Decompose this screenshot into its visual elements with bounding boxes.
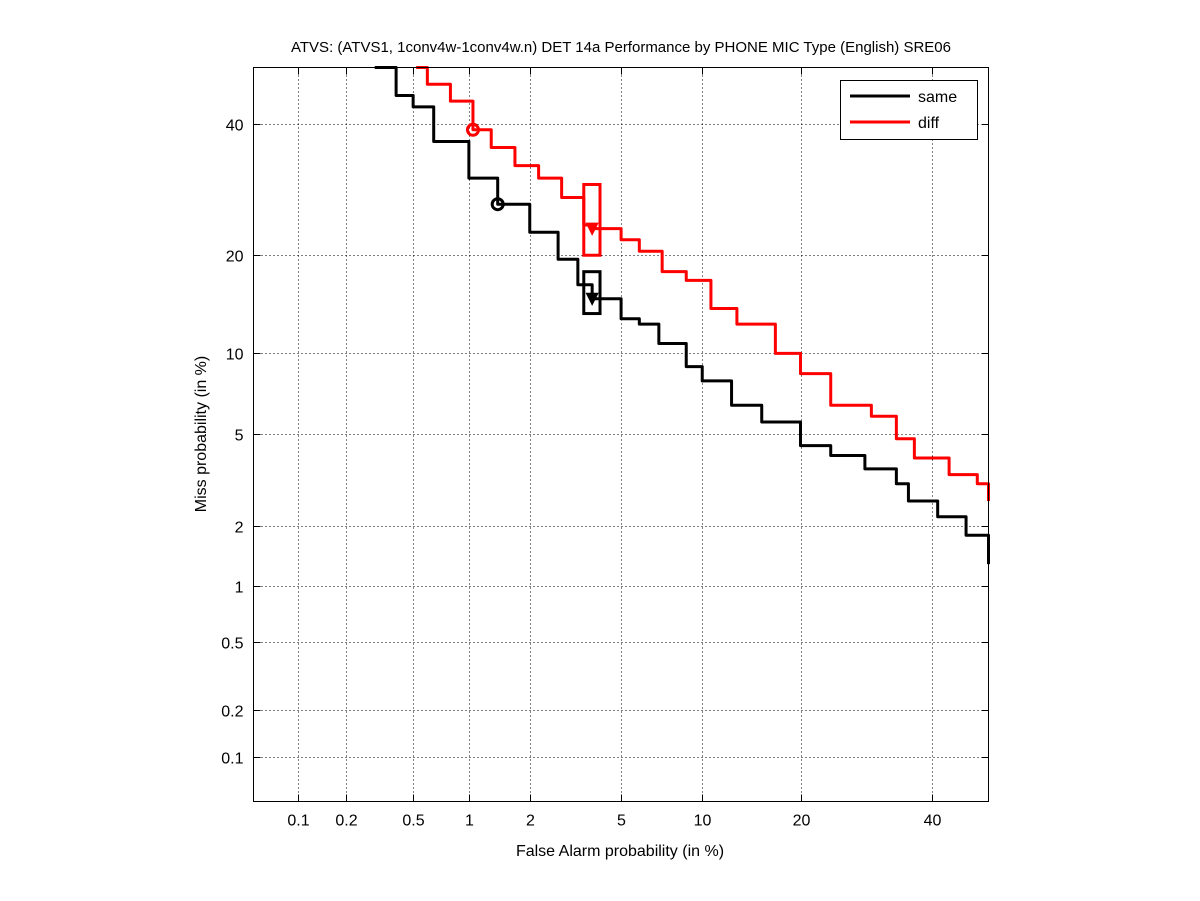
x-tick-label: 40 [924,813,942,830]
legend-label-same: same [918,89,957,106]
y-tick-label: 1 [235,580,244,597]
min-dcf-circle-diff [465,122,480,137]
legend-box [840,80,978,140]
plot-frame [253,67,989,802]
min-dcf-circle-same [490,197,505,212]
series-line-same [374,66,990,565]
y-tick-label: 10 [226,347,244,364]
x-tick-label: 20 [793,813,811,830]
confidence-box-diff [582,182,602,257]
x-tick-label: 0.2 [335,813,357,830]
y-tick-label: 5 [235,428,244,445]
legend: same diff [840,80,978,140]
x-tick-label: 1 [465,813,474,830]
y-tick-label: 2 [235,520,244,537]
chart-title: ATVS: (ATVS1, 1conv4w-1conv4w.n) DET 14a… [291,39,951,56]
y-tick-label: 0.1 [221,751,243,768]
x-tick-label: 0.5 [402,813,424,830]
x-tick-label: 2 [526,813,535,830]
y-tick-label: 20 [226,249,244,266]
x-tick-label: 0.1 [287,813,309,830]
y-tick-label: 0.2 [221,704,243,721]
legend-label-diff: diff [918,115,940,132]
series-line-diff [416,66,990,501]
operating-point-marker-diff [585,222,599,236]
x-tick-label: 10 [694,813,712,830]
x-tick-label: 5 [617,813,626,830]
x-axis-label: False Alarm probability (in %) [516,843,724,860]
grid [253,67,989,802]
confidence-box-same [582,270,602,316]
ticks: 0.1 0.2 0.5 1 2 5 10 20 40 0.1 0.2 0.5 1 2 5 10 20 40 [221,67,989,830]
y-tick-label: 40 [226,118,244,135]
y-axis-label: Miss probability (in %) [193,356,210,512]
y-tick-label: 0.5 [221,636,243,653]
series-layer [374,66,990,565]
operating-point-marker-same [585,292,599,306]
